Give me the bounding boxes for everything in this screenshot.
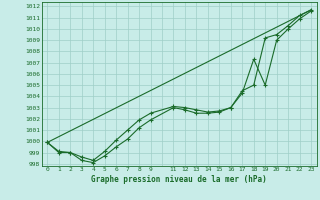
X-axis label: Graphe pression niveau de la mer (hPa): Graphe pression niveau de la mer (hPa): [91, 175, 267, 184]
